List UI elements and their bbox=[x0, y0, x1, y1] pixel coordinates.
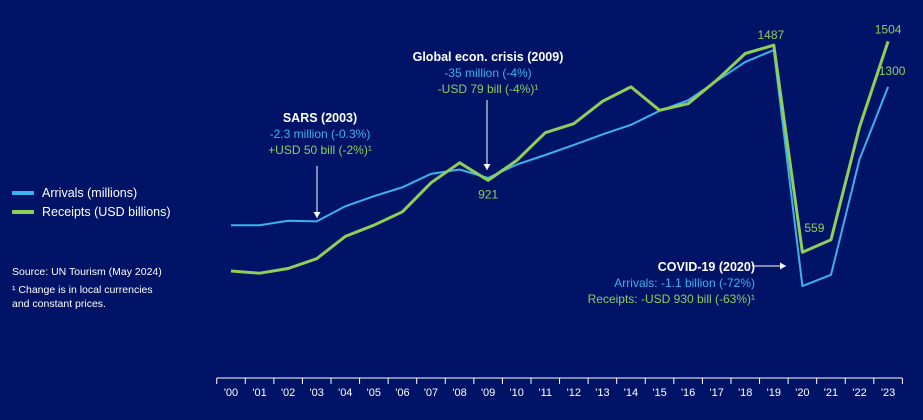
footnote-line-2: and constant prices. bbox=[12, 298, 106, 310]
annotation-covid-receipts: Receipts: -USD 930 bill (-63%)¹ bbox=[587, 292, 755, 306]
x-tick-label: '15 bbox=[652, 387, 666, 399]
legend-label-arrivals: Arrivals (millions) bbox=[42, 185, 138, 200]
data-label: 921 bbox=[478, 187, 498, 201]
x-tick-label: '11 bbox=[539, 387, 553, 399]
annotation-covid: COVID-19 (2020) Arrivals: -1.1 billion (… bbox=[545, 259, 755, 307]
legend-item-receipts: Receipts (USD billions) bbox=[12, 202, 171, 221]
annotation-sars-arrivals: -2.3 million (-0.3%) bbox=[269, 127, 371, 141]
series-line-receipts bbox=[230, 40, 890, 275]
x-tick-label: '23 bbox=[881, 387, 895, 399]
x-tick-label: '16 bbox=[681, 387, 695, 399]
x-tick-label: '13 bbox=[595, 387, 609, 399]
x-tick-label: '19 bbox=[767, 387, 781, 399]
annotation-sars-title: SARS (2003) bbox=[282, 111, 358, 125]
legend-swatch-receipts bbox=[12, 209, 34, 214]
x-tick-label: '12 bbox=[567, 387, 581, 399]
source-text: Source: UN Tourism (May 2024) bbox=[12, 266, 162, 278]
data-label: 1487 bbox=[757, 28, 784, 42]
legend-label-receipts: Receipts (USD billions) bbox=[42, 204, 171, 219]
x-tick-label: '18 bbox=[738, 387, 752, 399]
x-tick-label: '14 bbox=[624, 387, 638, 399]
annotation-sars-receipts: +USD 50 bill (-2%)¹ bbox=[268, 143, 372, 157]
x-tick-label: '20 bbox=[795, 387, 809, 399]
legend-item-arrivals: Arrivals (millions) bbox=[12, 183, 171, 202]
legend: Arrivals (millions) Receipts (USD billio… bbox=[12, 183, 171, 221]
series-lines bbox=[230, 40, 890, 288]
annotation-covid-arrivals: Arrivals: -1.1 billion (-72%) bbox=[614, 276, 755, 290]
x-tick-label: '05 bbox=[367, 387, 381, 399]
x-tick-label: '22 bbox=[852, 387, 866, 399]
annotation-arrow-covid-head bbox=[780, 262, 786, 270]
x-tick-label: '02 bbox=[281, 387, 295, 399]
source-note: Source: UN Tourism (May 2024) ¹ Change i… bbox=[12, 265, 162, 311]
annotation-arrows bbox=[313, 100, 786, 270]
annotation-crisis: Global econ. crisis (2009) -35 million (… bbox=[398, 49, 578, 97]
annotation-arrow-sars-head bbox=[313, 212, 321, 218]
x-tick-label: '03 bbox=[310, 387, 324, 399]
data-label: 1300 bbox=[879, 64, 906, 78]
data-label: 559 bbox=[804, 221, 824, 235]
annotation-sars: SARS (2003) -2.3 million (-0.3%) +USD 50… bbox=[250, 110, 390, 158]
x-tick-label: '09 bbox=[481, 387, 495, 399]
annotation-covid-title: COVID-19 (2020) bbox=[657, 260, 755, 274]
annotation-crisis-receipts: -USD 79 bill (-4%)¹ bbox=[437, 82, 539, 96]
data-labels: 921 1487 559 1504 1300 bbox=[478, 22, 906, 235]
x-tick-label: '00 bbox=[224, 387, 238, 399]
x-axis: '00 '01 '02 '03 '04 '05 '06 '07 '08 '09 '10 '11 '12 '… bbox=[216, 377, 903, 399]
data-label: 1504 bbox=[875, 22, 902, 36]
x-tick-label: '08 bbox=[452, 387, 466, 399]
legend-swatch-arrivals bbox=[12, 190, 34, 195]
x-tick-label: '10 bbox=[510, 387, 524, 399]
annotation-arrow-crisis-head bbox=[483, 164, 491, 170]
x-tick-label: '06 bbox=[395, 387, 409, 399]
x-tick-label: '07 bbox=[424, 387, 438, 399]
annotation-crisis-arrivals: -35 million (-4%) bbox=[444, 66, 532, 80]
x-tick-label: '01 bbox=[252, 387, 266, 399]
annotation-crisis-title: Global econ. crisis (2009) bbox=[412, 50, 564, 64]
x-tick-label: '04 bbox=[338, 387, 352, 399]
x-tick-label: '17 bbox=[710, 387, 724, 399]
footnote-line-1: ¹ Change is in local currencies bbox=[12, 284, 153, 296]
x-tick-label: '21 bbox=[824, 387, 838, 399]
